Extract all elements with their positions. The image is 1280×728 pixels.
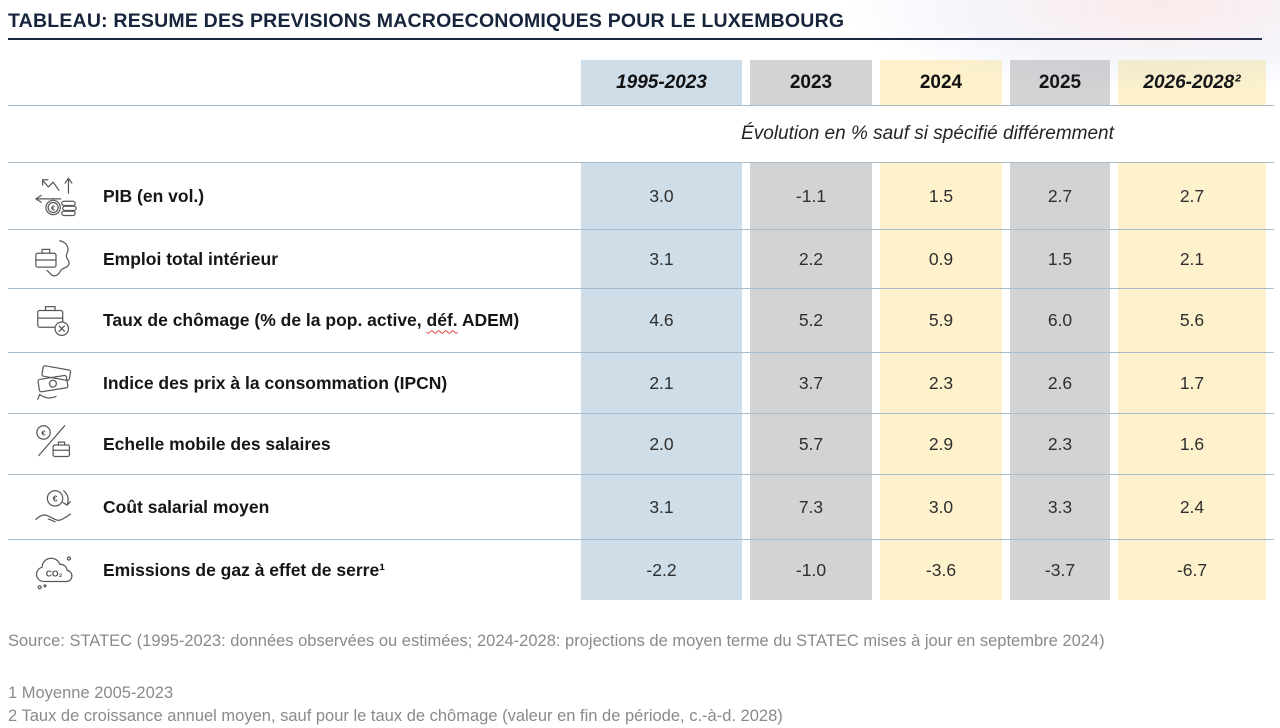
value-cell: -1.1 [750,163,872,229]
units-subheader-row: Évolution en % sauf si spécifié différem… [8,105,1274,163]
value-cell: 1.5 [1010,230,1110,288]
table-row-cout-salarial: € Coût salarial moyen 3.1 7.3 3.0 3.3 2.… [8,475,1274,540]
value-cell: 2.2 [750,230,872,288]
table-header-row: 1995-2023 2023 2024 2025 2026-2028² [8,60,1274,105]
value-cell: 0.9 [880,230,1002,288]
value-cell: 2.3 [880,353,1002,413]
value-cell: -3.6 [880,540,1002,600]
value-cell: 2.0 [581,414,742,474]
value-cell: -6.7 [1118,540,1266,600]
units-note: Évolution en % sauf si spécifié différem… [741,123,1114,144]
value-cell: 1.5 [880,163,1002,229]
employment-briefcase-map-icon [8,236,103,282]
column-header-2025: 2025 [1010,60,1110,105]
row-label: Indice des prix à la consommation (IPCN) [103,372,448,393]
value-cell: 2.9 [880,414,1002,474]
value-cell: 3.7 [750,353,872,413]
header-empty-corner [8,60,581,105]
table-row-chomage: Taux de chômage (% de la pop. active, dé… [8,289,1274,353]
table-row-emploi: Emploi total intérieur 3.1 2.2 0.9 1.5 2… [8,230,1274,289]
value-cell: -3.7 [1010,540,1110,600]
footnotes: 1 Moyenne 2005-2023 2 Taux de croissance… [8,682,1280,728]
svg-text:CO₂: CO₂ [45,569,62,579]
column-header-2026-2028: 2026-2028² [1118,60,1266,105]
value-cell: 3.0 [880,475,1002,539]
svg-text:€: € [52,494,57,504]
row-label: PIB (en vol.) [103,185,205,206]
value-cell: 3.3 [1010,475,1110,539]
value-cell: 3.1 [581,475,742,539]
co2-cloud-icon: CO₂ [8,547,103,593]
svg-text:€: € [50,203,55,212]
value-cell: 1.6 [1118,414,1266,474]
value-cell: 3.1 [581,230,742,288]
table-row-pib: € PIB (en vol.) 3.0 -1.1 1.5 2.7 2.7 [8,163,1274,230]
gdp-growth-icon: € [8,173,103,219]
column-header-2024: 2024 [880,60,1002,105]
value-cell: 2.6 [1010,353,1110,413]
table-row-emissions: CO₂ Emissions de gaz à effet de serre¹ -… [8,540,1274,600]
row-label: Taux de chômage (% de la pop. active, dé… [103,310,520,331]
subheader-empty-corner [8,106,581,162]
row-label: Emploi total intérieur [103,248,279,269]
value-cell: -1.0 [750,540,872,600]
value-cell: 7.3 [750,475,872,539]
value-cell: 5.6 [1118,289,1266,352]
value-cell: 2.1 [581,353,742,413]
forecast-table: 1995-2023 2023 2024 2025 2026-2028² Évol… [8,60,1274,600]
value-cell: 2.7 [1118,163,1266,229]
value-cell: 2.1 [1118,230,1266,288]
value-cell: -2.2 [581,540,742,600]
value-cell: 3.0 [581,163,742,229]
footnote-2: 2 Taux de croissance annuel moyen, sauf … [8,706,783,725]
table-row-ipcn: Indice des prix à la consommation (IPCN)… [8,353,1274,414]
banknotes-hand-icon [8,360,103,406]
value-cell: 2.7 [1010,163,1110,229]
value-cell: 2.4 [1118,475,1266,539]
value-cell: 5.2 [750,289,872,352]
column-header-2023: 2023 [750,60,872,105]
row-label: Coût salarial moyen [103,496,270,517]
source-note: Source: STATEC (1995-2023: données obser… [8,632,1105,650]
value-cell: 6.0 [1010,289,1110,352]
column-header-1995-2023: 1995-2023 [581,60,742,105]
unemployment-briefcase-x-icon [8,298,103,344]
table-row-echelle-mobile: € Echelle mobile des salaires 2.0 5.7 2.… [8,414,1274,475]
value-cell: 4.6 [581,289,742,352]
footnote-1: 1 Moyenne 2005-2023 [8,684,174,702]
row-label: Emissions de gaz à effet de serre¹ [103,559,386,580]
value-cell: 5.7 [750,414,872,474]
hand-euro-coin-icon: € [8,484,103,530]
euro-percent-briefcase-icon: € [8,421,103,467]
spellcheck-underline: déf. [426,310,458,331]
value-cell: 1.7 [1118,353,1266,413]
page-title: TABLEAU: RESUME DES PREVISIONS MACROECON… [8,10,1262,40]
value-cell: 5.9 [880,289,1002,352]
value-cell: 2.3 [1010,414,1110,474]
row-label: Echelle mobile des salaires [103,433,331,454]
svg-text:€: € [41,428,46,437]
